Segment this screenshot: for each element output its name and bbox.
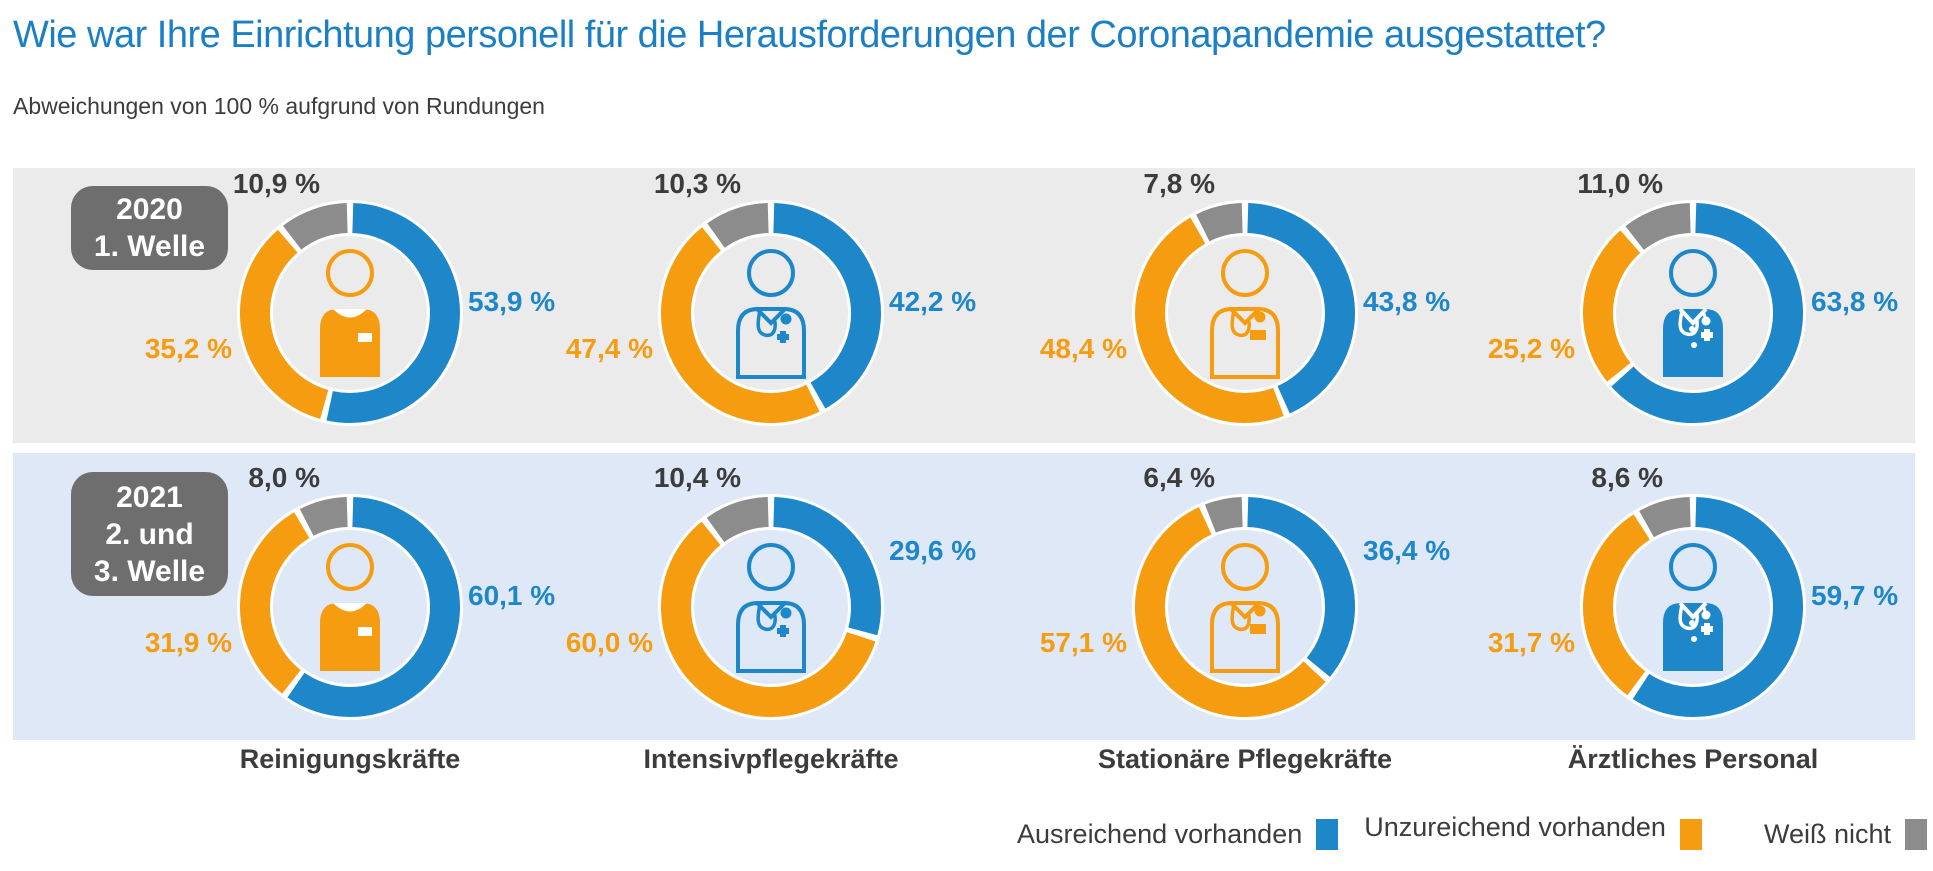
category-label-reinigungskraefte: Reinigungskräfte xyxy=(239,744,461,774)
wave-badge-line: 1. Welle xyxy=(93,230,206,263)
donut-chart-2021-1 xyxy=(220,477,480,737)
sufficient-value-label: 60,1 % xyxy=(468,580,556,611)
insufficient-value-label: 31,9 % xyxy=(144,627,232,658)
sufficient-value-label: 29,6 % xyxy=(889,535,977,566)
donut-svg xyxy=(658,200,884,426)
category-label-aerztliches-personal: Ärztliches Personal xyxy=(1567,744,1819,774)
donut-chart-2021-4 xyxy=(1563,477,1823,737)
row-2021-band: 2021 2. und 3. Welle 8,0 % 60,1 % 31,9 % 10,4 … xyxy=(13,453,1915,740)
legend-swatch-unknown xyxy=(1905,818,1927,850)
legend-swatch-insufficient xyxy=(1679,818,1702,850)
cleaning-staff-icon xyxy=(320,543,380,671)
unknown-value-label: 6,4 % xyxy=(1143,462,1215,493)
donut-svg xyxy=(237,494,463,720)
row-2020-band: 2020 1. Welle 10,9 % 53,9 % 35,2 % 10,3 % 42,2… xyxy=(13,168,1915,443)
legend-label-insufficient: Unzureichend vorhanden xyxy=(1364,811,1666,842)
unknown-value-label: 11,0 % xyxy=(1577,168,1663,199)
donut-chart-2020-2 xyxy=(641,183,901,443)
insufficient-value-label: 25,2 % xyxy=(1487,333,1575,364)
category-label-stationaere-pflegekraefte: Stationäre Pflegekräfte xyxy=(1097,744,1393,774)
donut-svg xyxy=(1580,200,1806,426)
legend-item-insufficient: Unzureichend vorhanden xyxy=(1364,812,1702,850)
donut-chart-2021-3 xyxy=(1115,477,1375,737)
icu-nurse-icon xyxy=(736,543,806,673)
sufficient-value-label: 36,4 % xyxy=(1363,535,1451,566)
unknown-value-label: 7,8 % xyxy=(1143,168,1215,199)
donut-svg xyxy=(1132,200,1358,426)
category-labels-row: Reinigungskräfte Intensivpflegekräfte St… xyxy=(0,744,1933,784)
ward-nurse-icon xyxy=(1210,543,1280,673)
legend-label-sufficient: Ausreichend vorhanden xyxy=(1017,818,1303,849)
legend-swatch-sufficient xyxy=(1316,818,1339,850)
unknown-value-label: 10,4 % xyxy=(653,462,741,493)
sufficient-value-label: 42,2 % xyxy=(889,286,977,317)
insufficient-value-label: 60,0 % xyxy=(565,627,653,658)
page-subtitle: Abweichungen von 100 % aufgrund von Rund… xyxy=(13,93,545,119)
wave-badge-2020: 2020 1. Welle xyxy=(71,186,228,270)
legend-label-unknown: Weiß nicht xyxy=(1763,818,1891,849)
category-label-intensivpflegekraefte: Intensivpflegekräfte xyxy=(643,744,899,774)
donut-chart-2020-3 xyxy=(1115,183,1375,443)
legend-item-unknown: Weiß nicht xyxy=(1763,818,1927,850)
wave-badge-line: 2021 xyxy=(116,480,183,514)
donut-svg xyxy=(237,200,463,426)
sufficient-value-label: 53,9 % xyxy=(468,286,556,317)
unknown-value-label: 10,3 % xyxy=(653,168,741,199)
donut-chart-2020-1 xyxy=(220,183,480,443)
donut-svg xyxy=(1580,494,1806,720)
cleaning-staff-icon xyxy=(320,249,380,377)
insufficient-value-label: 47,4 % xyxy=(565,333,653,364)
doctor-icon xyxy=(1663,249,1723,377)
insufficient-value-label: 31,7 % xyxy=(1487,627,1575,658)
insufficient-value-label: 35,2 % xyxy=(144,333,232,364)
wave-badge-line: 2. und xyxy=(105,517,194,551)
legend: Ausreichend vorhanden Unzureichend vorha… xyxy=(991,812,1927,856)
insufficient-value-label: 57,1 % xyxy=(1039,627,1127,658)
wave-badge-2021: 2021 2. und 3. Welle xyxy=(71,472,228,596)
legend-item-sufficient: Ausreichend vorhanden xyxy=(1017,818,1339,850)
donut-svg xyxy=(1132,494,1358,720)
donut-chart-2020-4 xyxy=(1563,183,1823,443)
wave-badge-line: 2020 xyxy=(116,193,183,226)
sufficient-value-label: 43,8 % xyxy=(1363,286,1451,317)
sufficient-value-label: 63,8 % xyxy=(1811,286,1899,317)
icu-nurse-icon xyxy=(736,249,806,379)
unknown-value-label: 10,9 % xyxy=(232,168,320,199)
unknown-value-label: 8,6 % xyxy=(1591,462,1663,493)
wave-badge-line: 3. Welle xyxy=(93,554,206,588)
doctor-icon xyxy=(1663,543,1723,671)
sufficient-value-label: 59,7 % xyxy=(1811,580,1899,611)
donut-svg xyxy=(658,494,884,720)
unknown-value-label: 8,0 % xyxy=(248,462,320,493)
page-title: Wie war Ihre Einrichtung personell für d… xyxy=(13,14,1606,56)
donut-chart-2021-2 xyxy=(641,477,901,737)
insufficient-value-label: 48,4 % xyxy=(1039,333,1127,364)
ward-nurse-icon xyxy=(1210,249,1280,379)
